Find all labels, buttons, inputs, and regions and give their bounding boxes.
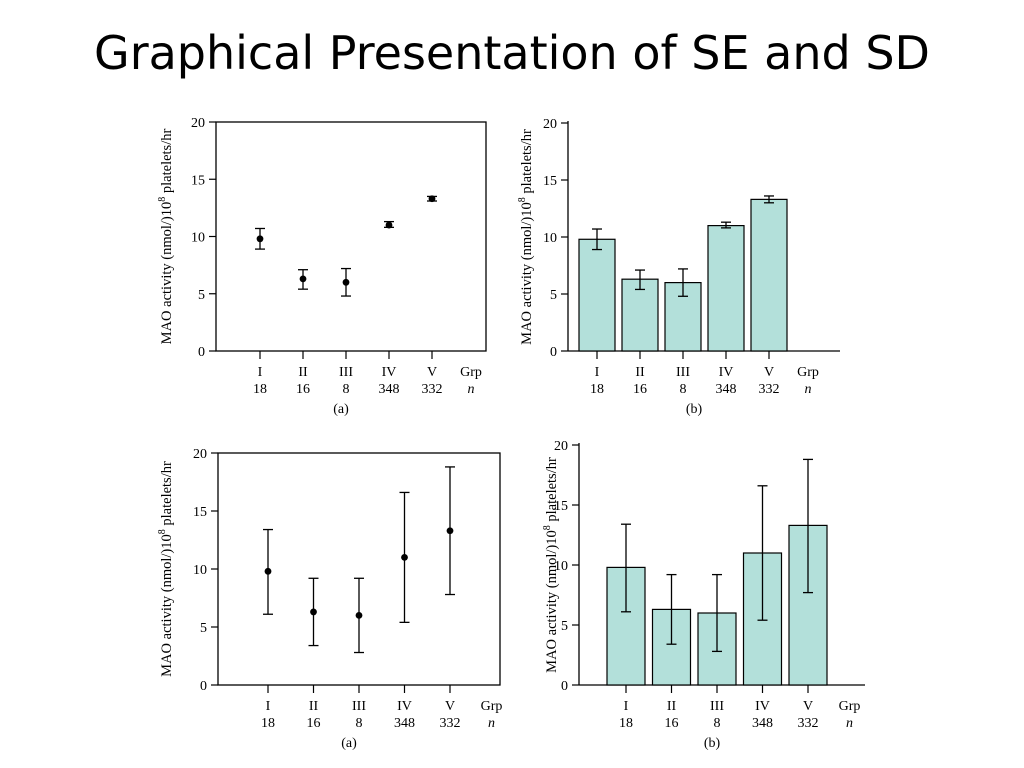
y-tick-label: 0 (550, 345, 557, 360)
x-n-label: 332 (798, 716, 819, 731)
x-n-label: 348 (716, 382, 737, 397)
x-grp-label: Grp (797, 365, 819, 380)
chart-top-right-se-bar: 0 5 10 15 20 MAO activity (nmol/)108 platelet… (517, 117, 840, 417)
chart-caption: (b) (704, 736, 721, 751)
chart-caption: (a) (333, 402, 349, 417)
x-grp-label: Grp (839, 699, 861, 714)
x-n-italic-label: n (846, 716, 853, 731)
x-n-italic-label: n (805, 382, 812, 397)
x-n-label: 332 (422, 382, 443, 397)
bar-I (578, 238, 616, 352)
y-tick-label: 10 (193, 563, 207, 578)
y-tick-label: 0 (561, 679, 568, 694)
x-category-label: II (667, 699, 677, 714)
x-n-label: 18 (261, 716, 275, 731)
x-n-label: 8 (714, 716, 721, 731)
x-category-label: I (266, 699, 271, 714)
x-category-label: IV (755, 699, 770, 714)
x-n-label: 8 (356, 716, 363, 731)
y-tick-label: 5 (200, 621, 207, 636)
x-category-label: I (258, 365, 263, 380)
y-tick-label: 10 (554, 559, 568, 574)
x-n-label: 18 (253, 382, 267, 397)
chart-bottom-right-sd-bar: 0 5 10 15 20 MAO activity (nmol/)108 platelet… (542, 439, 865, 751)
x-grp-label: Grp (481, 699, 503, 714)
x-n-label: 8 (343, 382, 350, 397)
x-category-label: III (339, 365, 353, 380)
x-category-label: III (676, 365, 690, 380)
y-tick-label: 15 (554, 499, 568, 514)
x-n-label: 348 (752, 716, 773, 731)
y-tick-label: 5 (550, 288, 557, 303)
x-n-label: 348 (379, 382, 400, 397)
y-tick-label: 0 (198, 345, 205, 360)
chart-caption: (b) (686, 402, 703, 417)
y-tick-label: 0 (200, 679, 207, 694)
y-tick-label: 10 (543, 231, 557, 246)
x-n-label: 18 (619, 716, 633, 731)
x-category-label: IV (397, 699, 412, 714)
x-n-label: 16 (633, 382, 647, 397)
x-n-italic-label: n (488, 716, 495, 731)
x-category-label: II (635, 365, 645, 380)
y-tick-label: 20 (193, 447, 207, 462)
x-category-label: I (624, 699, 629, 714)
x-n-label: 332 (440, 716, 461, 731)
x-category-label: II (298, 365, 308, 380)
x-n-label: 16 (307, 716, 321, 731)
x-category-label: V (427, 365, 437, 380)
x-n-label: 348 (394, 716, 415, 731)
x-category-label: I (595, 365, 600, 380)
y-axis-label: MAO activity (nmol/)108 platelets/hr (157, 461, 175, 677)
y-tick-label: 5 (198, 288, 205, 303)
bar-V (750, 198, 788, 352)
chart-caption: (a) (341, 736, 357, 751)
x-n-label: 8 (680, 382, 687, 397)
x-n-label: 16 (296, 382, 310, 397)
x-category-label: III (710, 699, 724, 714)
y-tick-label: 20 (554, 439, 568, 454)
x-n-label: 332 (759, 382, 780, 397)
x-category-label: III (352, 699, 366, 714)
y-tick-label: 20 (191, 116, 205, 131)
y-tick-label: 15 (543, 174, 557, 189)
chart-bottom-left-sd-scatter: 0 5 10 15 20 MAO activity (nmol/)108 platelet… (157, 447, 503, 751)
y-tick-label: 15 (191, 173, 205, 188)
y-axis-label: MAO activity (nmol/)108 platelets/hr (542, 457, 560, 673)
x-n-label: 16 (665, 716, 679, 731)
plot-frame (215, 121, 487, 352)
y-axis-label: MAO activity (nmol/)108 platelets/hr (517, 129, 535, 345)
x-category-label: IV (719, 365, 734, 380)
y-tick-label: 15 (193, 505, 207, 520)
x-n-label: 18 (590, 382, 604, 397)
bar-IV (707, 224, 745, 352)
x-grp-label: Grp (460, 365, 482, 380)
y-tick-label: 10 (191, 231, 205, 246)
y-tick-label: 5 (561, 619, 568, 634)
chart-top-left-se-scatter: 0 5 10 15 20 MAO activity (nmol/)108 platelet… (157, 116, 487, 417)
y-axis-label: MAO activity (nmol/)108 platelets/hr (157, 129, 175, 345)
x-category-label: V (803, 699, 813, 714)
x-category-label: IV (382, 365, 397, 380)
slide-title: Graphical Presentation of SE and SD (94, 26, 930, 80)
x-category-label: V (445, 699, 455, 714)
y-tick-label: 20 (543, 117, 557, 132)
x-category-label: V (764, 365, 774, 380)
x-category-label: II (309, 699, 319, 714)
x-n-italic-label: n (468, 382, 475, 397)
